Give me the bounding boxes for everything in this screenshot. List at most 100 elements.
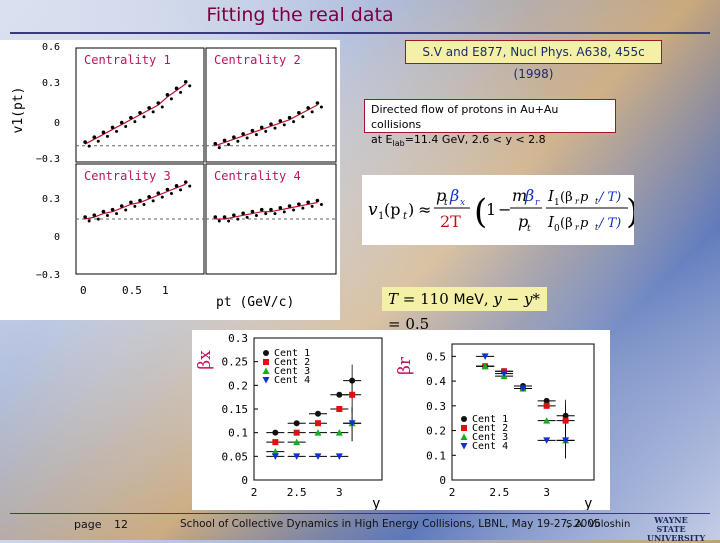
marker-cent-1 [293,420,300,427]
formula-pt: p [518,212,528,231]
v1-data-point [236,139,240,143]
v1-panel-label: Centrality 1 [84,53,171,67]
marker-cent-3 [543,417,551,424]
formula-I1-sub: 1 [554,198,560,208]
v1-ytick-label: 0 [54,118,60,129]
v1-xtick-label: 0 [80,284,87,297]
v1-data-point [245,215,249,219]
beta-ytick-label: 0.2 [228,379,248,392]
marker-cent-4 [348,420,356,427]
v1-data-point [241,211,245,216]
v1-data-point [273,126,277,130]
beta-xtick-label: 3 [543,486,550,499]
marker-cent-2 [349,391,356,398]
temp-eq2: = 0.5 [388,315,430,333]
v1-data-point [160,195,164,199]
v1-data-point [96,217,100,221]
v1-data-point [287,204,292,208]
marker-cent-1 [272,429,279,436]
v1-data-point [241,132,245,136]
v1-formula: v 1 (p t ) ≈ p t β x 2T ( 1 − m β r p t … [362,175,639,245]
v1-data-point [87,219,91,223]
marker-cent-4 [500,370,508,378]
v1-data-point [119,120,124,125]
v1-data-point [156,191,161,195]
marker-cent-4 [519,385,527,393]
v1-fit-curve [215,201,318,220]
v1-data-point [264,129,268,133]
v1-data-point [250,128,255,133]
v1-data-point [292,120,296,124]
note-box: Directed flow of protons in Au+Au collis… [364,99,616,148]
beta-panel-frame [451,343,595,481]
note-sub: lab [392,139,405,149]
beta-ytick-label: 0.05 [222,450,249,463]
marker-cent-2 [461,425,467,431]
marker-cent-3 [335,429,343,436]
marker-cent-4 [543,437,551,444]
beta-legend-label: Cent 4 [274,375,310,386]
formula-arg: (p [384,200,400,219]
marker-cent-3 [293,438,301,446]
marker-cent-3 [481,362,489,370]
v1-panel-label: Centrality 3 [84,169,171,183]
formula-I0: I [547,213,555,231]
v1-data-point [250,209,255,214]
beta-ytick-label: 0.1 [228,427,248,440]
v1-data-point [278,119,283,123]
v1-data-point [110,125,115,130]
formula-I1: I [547,187,555,205]
marker-cent-4 [271,453,279,460]
marker-cent-1 [461,416,467,422]
v1-data-point [213,141,218,146]
beta-xtick-label: 2 [251,486,258,499]
temp-y: y [493,290,502,308]
v1-data-point [188,184,192,188]
v1-data-point [156,101,161,105]
v1-data-point [222,138,227,143]
v1-data-point [315,198,320,203]
v1-data-point [165,187,170,192]
beta-legend-label: Cent 3 [472,432,508,443]
v1-data-point [87,144,91,148]
v1-data-point [92,135,97,139]
v1-data-point [165,93,170,97]
formula-I1-end: / T) [597,190,621,205]
v1-fit-curve [215,104,318,147]
university-logo: WAYNE STATE UNIVERSITY [647,516,705,543]
formula-beta: β [449,186,459,205]
beta-xtick-label: 3 [336,486,343,499]
beta-ytick-label: 0.2 [426,425,446,438]
beta-legend-label: Cent 4 [472,441,508,452]
v1-data-point [301,115,305,119]
beta-ytick-label: 0.3 [426,400,446,413]
beta-ylabel: βr [395,356,415,375]
v1-data-point [174,86,179,91]
v1-data-point [227,219,231,223]
footer-divider [10,513,710,514]
v1-data-point [217,146,221,150]
beta-legend-label: Cent 1 [274,348,310,359]
formula-paren-close: ) [626,192,634,232]
marker-cent-2 [543,402,550,409]
formula-v-sub: 1 [378,211,384,222]
formula-v: v [368,200,378,220]
formula-paren-open: ( [474,192,487,232]
marker-cent-4 [460,443,468,450]
v1-ytick-label: −0.3 [36,154,60,165]
footer-conference: School of Collective Dynamics in High En… [180,518,601,530]
v1-data-point [151,199,155,203]
temp-unit: MeV [453,292,484,308]
formula-I1-pt: p [580,190,589,205]
v1-data-point [105,214,109,217]
v1-panel-frame [75,47,205,163]
v1-data-point [133,204,137,208]
formula-num-sub: t [444,198,448,208]
marker-cent-1 [543,397,550,404]
footer-page-number: 12 [114,518,128,531]
v1-data-point [151,110,155,114]
v1-data-point [83,140,87,144]
v1-ytick-label: 0.3 [42,78,60,89]
v1-data-point [138,198,142,203]
